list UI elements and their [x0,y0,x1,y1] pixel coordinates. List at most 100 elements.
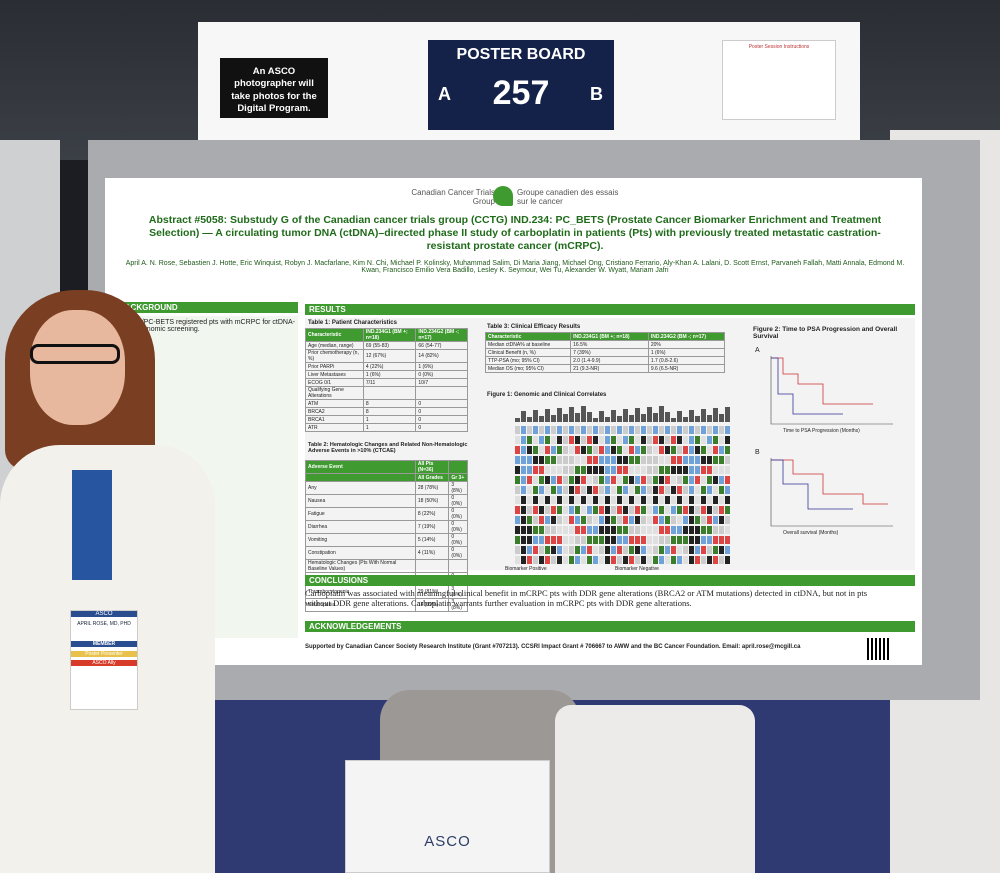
table-row: Diarrhea 7 (19%) 0 (0%) [305,520,468,534]
heatmap-cell [653,556,658,564]
heatmap-cell [725,426,730,434]
heatmap-cell [527,516,532,524]
heatmap-cell [527,546,532,554]
heatmap-cell [629,486,634,494]
table-row: Thrombocytopenia 29 (81%) 3 (8%) [305,585,468,599]
heatmap-cell [599,476,604,484]
heatmap-cell [635,506,640,514]
heatmap-cell [581,526,586,534]
heatmap-cell [623,456,628,464]
ribbon: ASCO Ally [71,660,137,666]
heatmap-cell [653,516,658,524]
heatmap-cell [659,456,664,464]
heatmap-cell [683,506,688,514]
heatmap-cell [647,456,652,464]
heatmap-cell [557,436,562,444]
heatmap-cell [521,446,526,454]
heatmap-cell [719,466,724,474]
heatmap-cell [683,546,688,554]
heatmap-cell [725,496,730,504]
heatmap-cell [629,536,634,544]
heatmap-cell [563,526,568,534]
heatmap-cell [569,426,574,434]
heatmap-cell [551,476,556,484]
heatmap-cell [533,546,538,554]
heatmap-cell [533,476,538,484]
table-cell: Adverse Event [305,460,416,474]
heatmap-cell [713,556,718,564]
heatmap-cell [683,496,688,504]
heatmap-cell [551,426,556,434]
bar-decoration [719,414,724,422]
heatmap-cell [521,506,526,514]
heatmap-cell [695,466,700,474]
heatmap-cell [713,546,718,554]
table-row: Characteristic IND.234G1 (BM +; n=18) IND.… [305,328,468,342]
heatmap-cell [533,516,538,524]
heatmap-cell [539,506,544,514]
heatmap-cell [533,506,538,514]
heatmap-cell [539,476,544,484]
heatmap-cell [623,536,628,544]
heatmap-cell [635,456,640,464]
heatmap-cell [719,476,724,484]
heatmap-cell [647,486,652,494]
table-cell: 0 (0%) [415,370,468,379]
heatmap-cell [629,516,634,524]
heatmap-cell [551,546,556,554]
heatmap-cell [575,426,580,434]
heatmap-cell [629,426,634,434]
heatmap-cell [545,446,550,454]
heatmap-cell [695,556,700,564]
heatmap-cell [635,526,640,534]
heatmap-cell [671,476,676,484]
chair-cover [555,705,755,873]
heatmap-cell [707,456,712,464]
heatmap-cell [611,456,616,464]
heatmap-cell [515,446,520,454]
table-cell: Clinical Benefit (n, %) [484,348,572,357]
heatmap-cell [677,526,682,534]
badge-name: APRIL ROSE, MD, PHD [77,621,131,627]
heatmap-cell [545,476,550,484]
km-curve [771,459,888,505]
heatmap-cell [689,446,694,454]
table-cell [305,473,416,482]
heatmap-cell [539,486,544,494]
heatmap-cell [587,496,592,504]
results-heading: RESULTS [305,304,915,315]
heatmap-cell [647,526,652,534]
heatmap-cell [593,446,598,454]
table-cell: 9.6 (6.5-NR) [647,364,726,373]
table-cell [414,559,450,573]
heatmap-cell [623,466,628,474]
figure2: A Time to PSA Progression (Months) B Ove… [755,347,893,536]
table-cell: Prior chemotherapy (n, %) [305,349,364,363]
heatmap-cell [707,446,712,454]
heatmap-cell [659,466,664,474]
heatmap-cell [569,486,574,494]
heatmap-cell [695,506,700,514]
heatmap-cell [623,496,628,504]
heatmap-cell [689,466,694,474]
heatmap-cell [551,526,556,534]
heatmap-cell [605,436,610,444]
heatmap-cell [539,546,544,554]
heatmap-cell [563,476,568,484]
heatmap-cell [617,516,622,524]
heatmap-cell [701,436,706,444]
bar-decoration [695,416,700,422]
heatmap-cell [653,466,658,474]
heatmap-cell [557,516,562,524]
heatmap-cell [557,456,562,464]
table-cell: IND.234G2 (BM -; n=17) [647,332,726,341]
heatmap-cell [599,536,604,544]
table-row: Clinical Benefit (n, %) 7 (39%) 1 (6%) [484,348,726,357]
heatmap-cell [635,466,640,474]
heatmap-cell [587,426,592,434]
heatmap-cell [701,456,706,464]
heatmap-cell [677,546,682,554]
heatmap-cell [605,456,610,464]
heatmap-cell [545,436,550,444]
heatmap-cell [695,496,700,504]
